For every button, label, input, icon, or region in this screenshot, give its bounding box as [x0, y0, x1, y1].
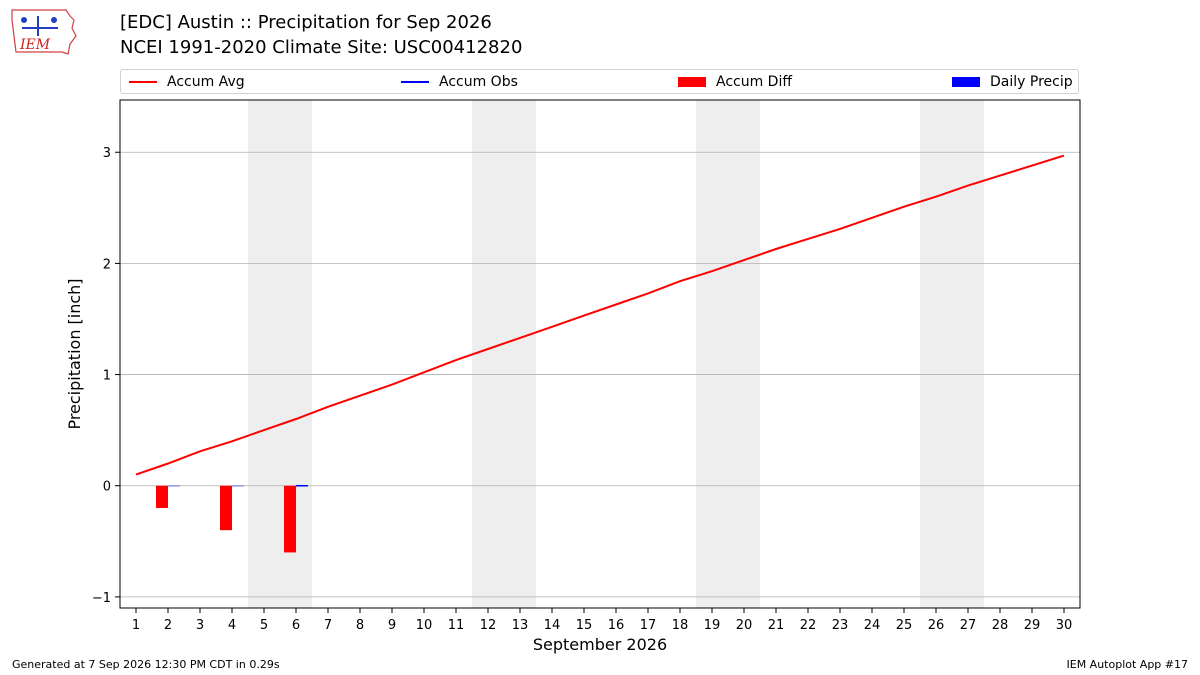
legend-label: Accum Obs — [439, 73, 518, 90]
weekend-shade — [920, 100, 984, 608]
y-axis-label: Precipitation [inch] — [65, 278, 84, 429]
legend-item-accum-avg: Accum Avg — [129, 70, 245, 93]
accum-diff-bar — [284, 485, 296, 553]
legend-swatch — [678, 76, 706, 87]
weekend-shade — [248, 100, 312, 608]
daily-precip-bar — [232, 485, 244, 487]
y-tick-label: −1 — [92, 591, 111, 606]
legend-swatch — [401, 80, 429, 83]
x-tick-label: 14 — [544, 618, 561, 633]
chart-subtitle: NCEI 1991-2020 Climate Site: USC00412820 — [120, 37, 523, 58]
legend-item-daily-precip: Daily Precip — [952, 70, 1073, 93]
x-tick-label: 7 — [324, 618, 332, 633]
x-tick-label: 11 — [448, 618, 465, 633]
plot-frame — [119, 99, 1081, 609]
x-tick-label: 16 — [608, 618, 625, 633]
legend: Accum Avg Accum Obs Accum Diff Daily Pre… — [120, 69, 1079, 94]
x-tick-label: 30 — [1056, 618, 1073, 633]
x-tick-label: 17 — [640, 618, 657, 633]
x-tick-label: 29 — [1024, 618, 1041, 633]
x-tick-label: 9 — [388, 618, 396, 633]
x-tick-label: 18 — [672, 618, 689, 633]
legend-label: Accum Avg — [167, 73, 245, 90]
x-tick-label: 10 — [416, 618, 433, 633]
x-tick-label: 2 — [164, 618, 172, 633]
x-tick-label: 8 — [356, 618, 364, 633]
x-tick-label: 3 — [196, 618, 204, 633]
accum-diff-bar — [156, 485, 168, 508]
generated-timestamp: Generated at 7 Sep 2026 12:30 PM CDT in … — [12, 658, 280, 671]
chart-title: [EDC] Austin :: Precipitation for Sep 20… — [120, 12, 492, 33]
x-tick-label: 27 — [960, 618, 977, 633]
x-tick-label: 20 — [736, 618, 753, 633]
x-tick-label: 22 — [800, 618, 817, 633]
x-tick-label: 25 — [896, 618, 913, 633]
iowa-outline-icon — [11, 9, 77, 55]
x-tick-label: 24 — [864, 618, 881, 633]
x-tick-label: 1 — [132, 618, 140, 633]
x-tick-label: 21 — [768, 618, 785, 633]
legend-swatch — [129, 80, 157, 83]
legend-label: Accum Diff — [716, 73, 793, 90]
legend-label: Daily Precip — [990, 73, 1073, 90]
weekend-shade — [696, 100, 760, 608]
legend-item-accum-diff: Accum Diff — [678, 70, 792, 93]
logo-text: IEM — [19, 37, 51, 53]
weekend-shade — [472, 100, 536, 608]
y-tick-label: 2 — [103, 257, 111, 272]
y-tick-label: 1 — [103, 369, 111, 384]
app-credit: IEM Autoplot App #17 — [1066, 658, 1189, 671]
x-tick-label: 23 — [832, 618, 849, 633]
iem-logo: IEM — [11, 9, 77, 55]
daily-precip-bar — [168, 485, 180, 487]
x-tick-label: 13 — [512, 618, 529, 633]
x-axis-label: September 2026 — [533, 635, 667, 654]
x-tick-label: 6 — [292, 618, 300, 633]
y-tick-label: 3 — [103, 146, 111, 161]
accum-diff-bar — [220, 485, 232, 531]
x-tick-label: 5 — [260, 618, 268, 633]
x-tick-label: 26 — [928, 618, 945, 633]
x-tick-label: 4 — [228, 618, 236, 633]
x-tick-label: 19 — [704, 618, 721, 633]
legend-item-accum-obs: Accum Obs — [401, 70, 518, 93]
x-tick-label: 12 — [480, 618, 497, 633]
accum-avg-line — [135, 154, 1065, 476]
legend-swatch — [952, 76, 980, 87]
x-tick-label: 15 — [576, 618, 593, 633]
y-tick-label: 0 — [103, 480, 111, 495]
x-tick-label: 28 — [992, 618, 1009, 633]
